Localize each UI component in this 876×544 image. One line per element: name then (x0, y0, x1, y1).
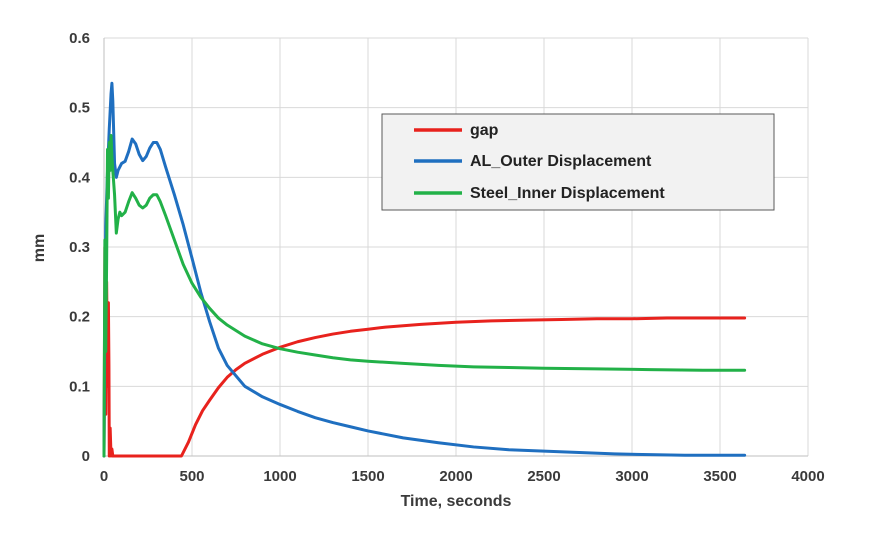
y-tick-label: 0.6 (69, 30, 90, 47)
legend: gap AL_Outer Displacement Steel_Inner Di… (381, 113, 775, 211)
grid (104, 37, 809, 456)
legend-label-steel-inner: Steel_Inner Displacement (470, 185, 665, 202)
y-tick-label: 0.3 (69, 239, 90, 256)
y-tick-label: 0.5 (69, 100, 90, 117)
legend-label-al-outer: AL_Outer Displacement (470, 153, 652, 170)
y-tick-label: 0.4 (69, 169, 91, 186)
series-line-al-outer (102, 81, 747, 458)
y-tick-label: 0.2 (69, 309, 90, 326)
x-tick-label: 2000 (439, 468, 472, 485)
x-tick-label: 3000 (615, 468, 648, 485)
x-tick-label: 4000 (791, 468, 824, 485)
x-tick-label: 2500 (527, 468, 560, 485)
x-tick-label: 1500 (351, 468, 384, 485)
series-line-gap (102, 245, 747, 458)
x-tick-label: 1000 (263, 468, 296, 485)
x-tick-label: 0 (100, 468, 108, 485)
y-axis-title: mm (31, 234, 48, 262)
series-line-steel-inner (102, 134, 747, 458)
tick-labels: 0 0.1 0.2 0.3 0.4 0.5 0.6 0 500 1000 1500 2000 2500 3… (69, 30, 825, 485)
legend-label-gap: gap (470, 122, 499, 139)
series-lines (102, 81, 747, 458)
x-tick-label: 500 (179, 468, 204, 485)
y-tick-label: 0.1 (69, 378, 90, 395)
x-axis-title: Time, seconds (401, 493, 512, 510)
x-tick-label: 3500 (703, 468, 736, 485)
y-tick-label: 0 (82, 448, 90, 465)
